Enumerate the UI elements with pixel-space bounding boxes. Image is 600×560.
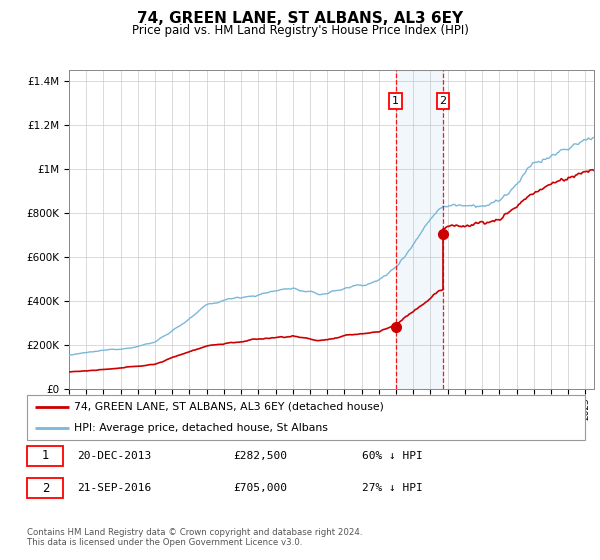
- Text: 27% ↓ HPI: 27% ↓ HPI: [362, 483, 422, 493]
- Text: 74, GREEN LANE, ST ALBANS, AL3 6EY: 74, GREEN LANE, ST ALBANS, AL3 6EY: [137, 11, 463, 26]
- Text: 2: 2: [41, 482, 49, 494]
- Text: 1: 1: [41, 450, 49, 463]
- Text: HPI: Average price, detached house, St Albans: HPI: Average price, detached house, St A…: [74, 422, 328, 432]
- Text: 60% ↓ HPI: 60% ↓ HPI: [362, 451, 422, 461]
- FancyBboxPatch shape: [27, 478, 63, 498]
- Text: 74, GREEN LANE, ST ALBANS, AL3 6EY (detached house): 74, GREEN LANE, ST ALBANS, AL3 6EY (deta…: [74, 402, 385, 412]
- Text: Contains HM Land Registry data © Crown copyright and database right 2024.
This d: Contains HM Land Registry data © Crown c…: [27, 528, 362, 547]
- Text: £705,000: £705,000: [233, 483, 287, 493]
- Bar: [395, 70, 443, 389]
- Text: 2: 2: [439, 96, 446, 106]
- Text: 21-SEP-2016: 21-SEP-2016: [77, 483, 151, 493]
- FancyBboxPatch shape: [27, 395, 585, 440]
- Text: £282,500: £282,500: [233, 451, 287, 461]
- Text: 20-DEC-2013: 20-DEC-2013: [77, 451, 151, 461]
- FancyBboxPatch shape: [27, 446, 63, 466]
- Text: 1: 1: [392, 96, 399, 106]
- Text: Price paid vs. HM Land Registry's House Price Index (HPI): Price paid vs. HM Land Registry's House …: [131, 24, 469, 36]
